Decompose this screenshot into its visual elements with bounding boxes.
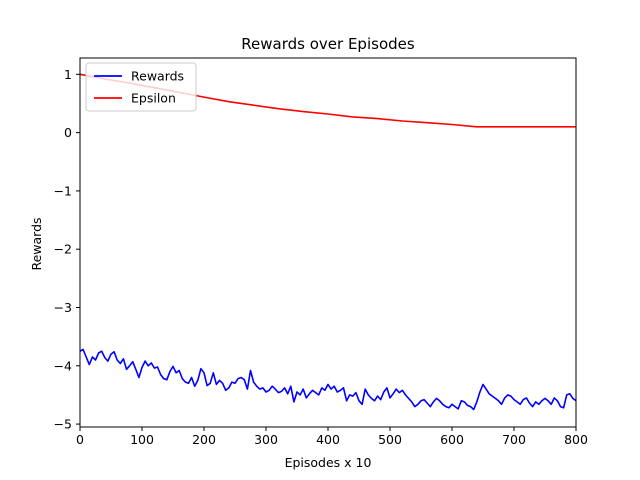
x-tick-label: 0	[76, 432, 84, 447]
series-line-rewards	[80, 348, 576, 411]
y-tick-label: 1	[64, 67, 72, 82]
legend: Rewards Epsilon	[85, 62, 197, 112]
x-tick-label: 100	[130, 432, 154, 447]
x-tick-label: 400	[316, 432, 340, 447]
x-tick-label: 300	[254, 432, 278, 447]
chart-title: Rewards over Episodes	[241, 35, 415, 53]
x-tick-label: 200	[192, 432, 216, 447]
y-tick-label: −5	[54, 417, 72, 432]
y-axis: 1 0 −1 −2 −3 −4 −5	[54, 67, 80, 432]
x-tick-label: 700	[502, 432, 526, 447]
y-tick-label: −4	[54, 358, 72, 373]
y-tick-label: −3	[54, 300, 72, 315]
x-tick-label: 600	[440, 432, 464, 447]
x-tick-label: 500	[378, 432, 402, 447]
y-tick-label: −2	[54, 242, 72, 257]
x-tick-label: 800	[564, 432, 588, 447]
legend-label-epsilon: Epsilon	[131, 91, 176, 106]
y-axis-label: Rewards	[29, 217, 44, 270]
x-axis-label: Episodes x 10	[285, 455, 372, 470]
legend-label-rewards: Rewards	[131, 69, 184, 84]
x-axis: 0 100 200 300 400 500 600 700 800	[76, 427, 588, 447]
y-tick-label: 0	[64, 125, 72, 140]
legend-box	[85, 62, 197, 112]
y-tick-label: −1	[54, 183, 72, 198]
